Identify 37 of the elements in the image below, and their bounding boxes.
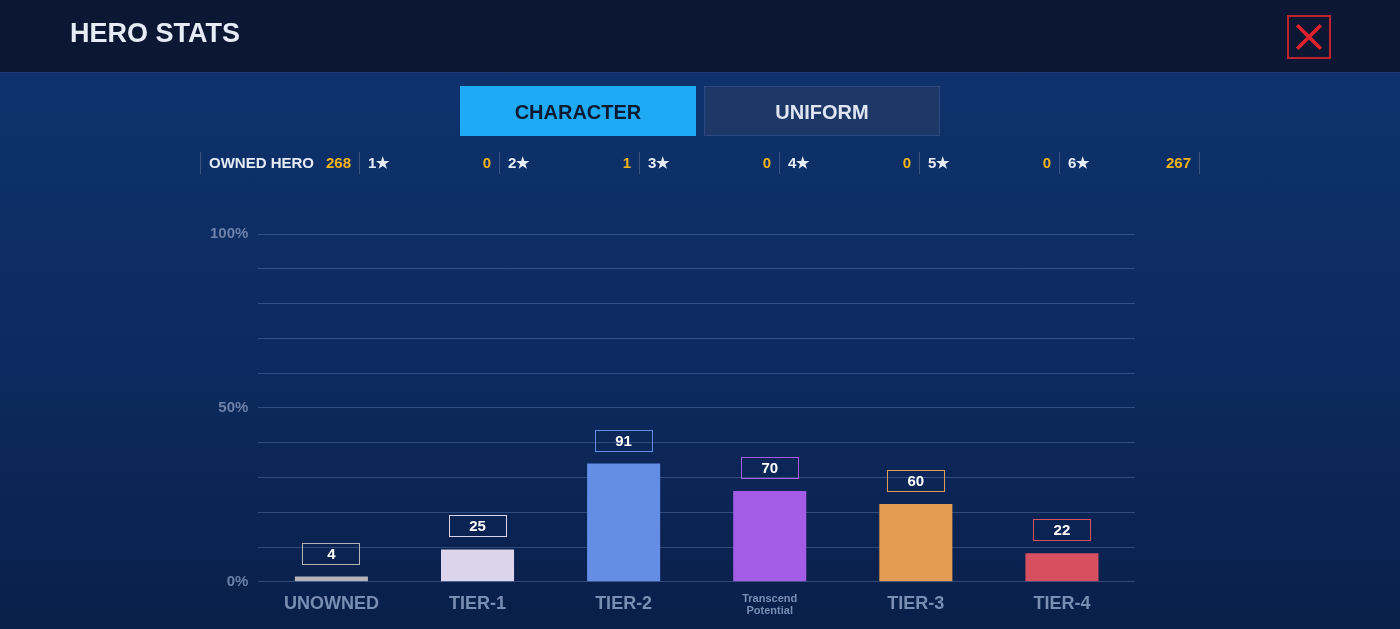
x-tick-label: TIER-1 [449,592,507,613]
text: 267 [1166,153,1192,173]
text: 6★ [1068,153,1090,173]
bar [1025,553,1099,582]
bar [587,463,661,582]
text: 0 [1042,153,1052,173]
bar [879,503,953,582]
x-tick-label: TIER-2 [595,592,653,613]
x-tick-label: TIER-3 [887,592,945,613]
text: 268 [326,153,352,173]
text: 0 [902,153,912,173]
annotation: 25 [448,515,507,538]
text: 0 [762,153,772,173]
text: OWNED HERO [209,153,314,173]
bar [733,491,807,582]
y-tick-label: 0% [226,571,249,589]
text: 0 [482,153,492,173]
bar [441,549,515,582]
annotation: 22 [1032,519,1091,542]
x-tick-label: UNOWNED [283,592,379,613]
y-tick-label: 50% [218,398,249,416]
text: 4★ [788,153,810,173]
chart-title: HERO STATS [70,18,241,49]
annotation: 91 [594,429,653,452]
y-tick-label: 100% [209,224,249,242]
text: CHARACTER [460,86,696,136]
annotation: 70 [740,457,799,480]
text: 2★ [508,153,530,173]
text: 5★ [928,153,950,173]
text: 1★ [368,153,390,173]
x-tick-label: Transcend Potential [742,591,798,616]
annotation: 60 [886,469,945,492]
annotation: 4 [302,542,361,565]
text: UNIFORM [704,86,940,136]
text: 3★ [648,153,670,173]
text: 1 [622,153,632,173]
x-tick-label: TIER-4 [1033,592,1091,613]
